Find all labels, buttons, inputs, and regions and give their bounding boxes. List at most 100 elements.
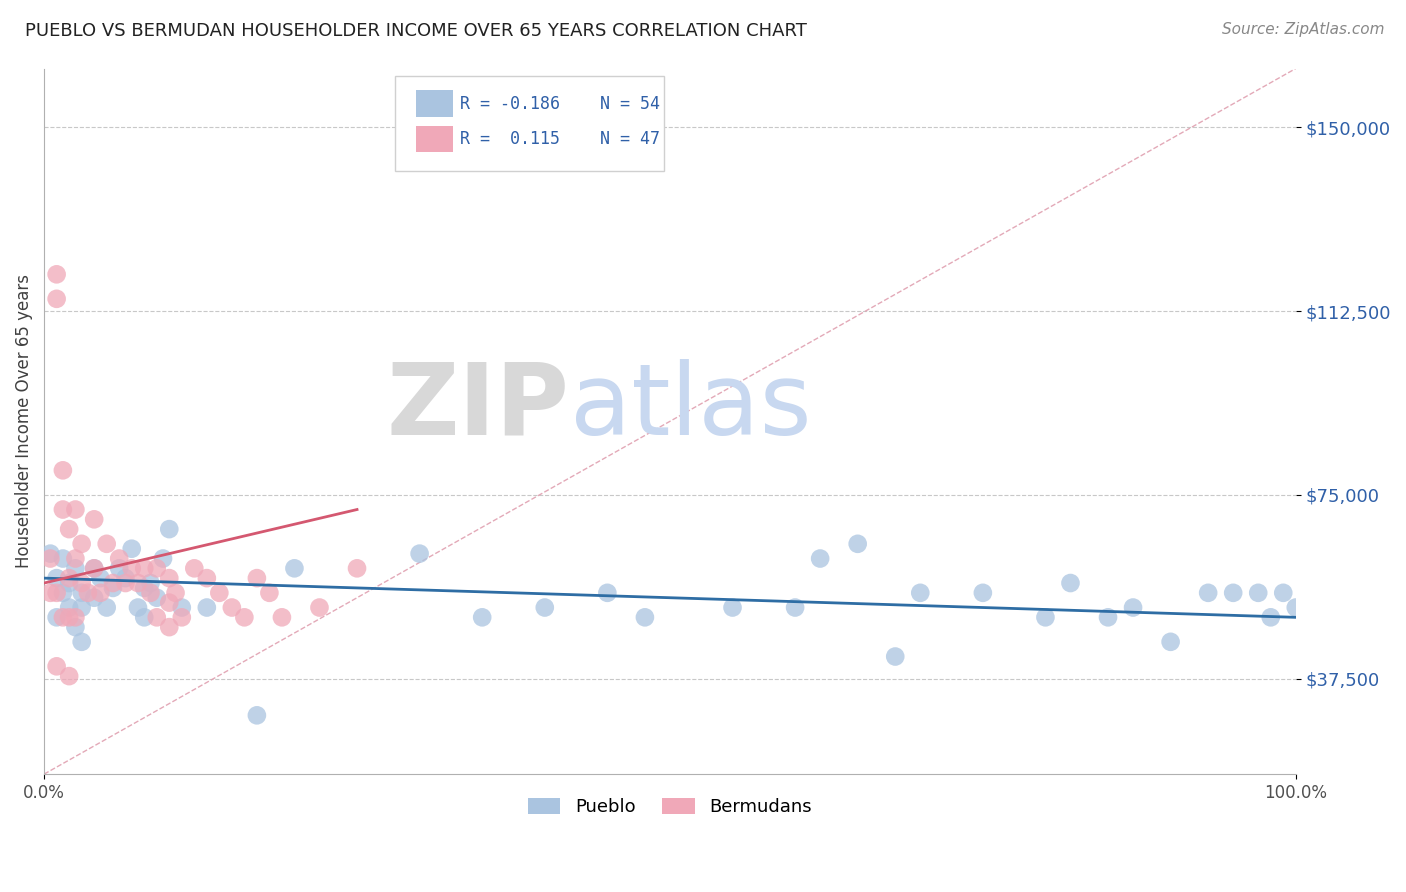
Point (884, 649, 907, 664)
Point (83, 591, 105, 605)
Point (1122, 600, 1144, 615)
Point (1247, 586, 1270, 600)
Point (65, 551, 87, 566)
Point (96, 600, 118, 615)
Point (45, 659, 67, 673)
Point (89, 571, 111, 585)
Point (134, 581, 156, 595)
Point (408, 547, 430, 561)
Point (1272, 586, 1295, 600)
Point (58, 600, 80, 615)
Point (308, 600, 330, 615)
Point (39, 586, 62, 600)
Point (1097, 610, 1119, 624)
Y-axis label: Householder Income Over 65 years: Householder Income Over 65 years (15, 275, 32, 568)
Point (785, 600, 807, 615)
Point (157, 596, 180, 610)
Point (208, 586, 231, 600)
Point (39, 547, 62, 561)
Point (1197, 586, 1219, 600)
Point (139, 586, 162, 600)
Point (101, 581, 124, 595)
Point (1285, 600, 1308, 615)
Point (121, 541, 143, 556)
Point (134, 610, 156, 624)
Point (145, 561, 167, 575)
Point (89, 586, 111, 600)
Point (195, 571, 218, 585)
Point (170, 610, 193, 624)
Point (101, 576, 124, 591)
Point (58, 522, 80, 536)
Point (65, 620, 87, 634)
Point (65, 561, 87, 575)
Text: Source: ZipAtlas.com: Source: ZipAtlas.com (1222, 22, 1385, 37)
Point (127, 600, 149, 615)
Point (259, 586, 281, 600)
Point (157, 522, 180, 536)
Point (152, 551, 174, 566)
Point (65, 502, 87, 516)
Point (972, 586, 994, 600)
Point (70, 576, 93, 591)
Point (283, 561, 305, 575)
Point (52, 502, 75, 516)
Point (533, 600, 555, 615)
Point (45, 268, 67, 282)
Point (127, 576, 149, 591)
Point (165, 586, 187, 600)
Point (1160, 635, 1182, 649)
Point (139, 576, 162, 591)
Point (246, 708, 269, 723)
Point (471, 610, 494, 624)
Point (596, 586, 619, 600)
Point (157, 620, 180, 634)
Point (58, 610, 80, 624)
Point (145, 591, 167, 605)
Point (83, 561, 105, 575)
Point (52, 551, 75, 566)
Point (70, 586, 93, 600)
Point (157, 571, 180, 585)
Point (114, 571, 136, 585)
Point (45, 571, 67, 585)
Point (108, 551, 131, 566)
Text: R =  0.115    N = 47: R = 0.115 N = 47 (460, 130, 659, 148)
Point (52, 586, 75, 600)
Point (83, 561, 105, 575)
Point (70, 635, 93, 649)
Text: atlas: atlas (569, 359, 811, 456)
Point (52, 463, 75, 477)
Point (45, 610, 67, 624)
Text: PUEBLO VS BERMUDAN HOUSEHOLDER INCOME OVER 65 YEARS CORRELATION CHART: PUEBLO VS BERMUDAN HOUSEHOLDER INCOME OV… (25, 22, 807, 40)
Point (70, 537, 93, 551)
Point (271, 610, 294, 624)
Point (846, 537, 869, 551)
Point (221, 600, 243, 615)
Point (1059, 576, 1081, 591)
FancyBboxPatch shape (416, 126, 453, 152)
Point (1260, 610, 1282, 624)
Point (721, 600, 744, 615)
Point (134, 561, 156, 575)
Point (83, 512, 105, 526)
Point (233, 610, 256, 624)
Point (52, 610, 75, 624)
Point (58, 571, 80, 585)
Point (634, 610, 657, 624)
Point (195, 600, 218, 615)
Point (246, 571, 269, 585)
Point (65, 610, 87, 624)
Point (45, 292, 67, 306)
Point (808, 551, 831, 566)
Legend: Pueblo, Bermudans: Pueblo, Bermudans (519, 789, 821, 825)
Point (1035, 610, 1057, 624)
Point (58, 669, 80, 683)
Point (108, 561, 131, 575)
Point (121, 561, 143, 575)
Point (1222, 586, 1244, 600)
Text: ZIP: ZIP (387, 359, 569, 456)
FancyBboxPatch shape (395, 76, 664, 171)
Point (183, 561, 205, 575)
Point (170, 600, 193, 615)
